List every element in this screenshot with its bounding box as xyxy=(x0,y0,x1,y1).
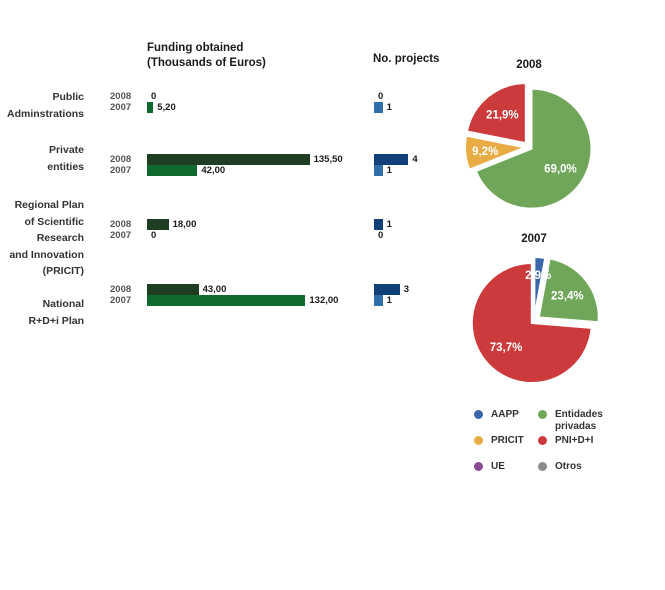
projects-value-label: 1 xyxy=(386,165,392,176)
projects-bar xyxy=(374,219,383,230)
projects-value-label: 3 xyxy=(403,284,410,295)
funding-value-label: 5,20 xyxy=(157,102,176,113)
pie-slice xyxy=(470,262,593,385)
category-label: Public Adminstrations xyxy=(6,91,84,120)
legend-label: UE xyxy=(491,461,505,472)
pie-slice xyxy=(533,256,547,318)
funding-bar xyxy=(147,154,310,165)
funding-value-label: 43,00 xyxy=(202,284,227,295)
year-label: 2008 xyxy=(110,91,132,102)
funding-value-label: 0 xyxy=(151,230,157,241)
funding-bar xyxy=(147,219,169,230)
year-label: 2007 xyxy=(110,230,132,241)
legend-label: AAPP xyxy=(491,409,519,420)
category-label: Regional Plan of Scientific Research and… xyxy=(9,199,84,277)
pie-slice-label: 23,4% xyxy=(551,290,584,302)
year-label: 2008 xyxy=(110,284,132,295)
funding-value-label: 42,00 xyxy=(201,165,226,176)
pie-slice xyxy=(464,134,529,171)
category-label: National R+D+i Plan xyxy=(28,298,84,327)
legend-label: PRICIT xyxy=(491,435,524,446)
legend-swatch xyxy=(538,462,547,471)
projects-bar xyxy=(374,295,383,306)
pie-title-2008: 2008 xyxy=(516,59,542,71)
funding-value-label: 132,00 xyxy=(309,295,339,306)
projects-bar xyxy=(374,154,409,165)
year-label: 2007 xyxy=(110,102,132,113)
legend-label: Otros xyxy=(555,461,582,472)
legend-item: PRICIT xyxy=(474,435,524,447)
legend-item: Entidades privadas xyxy=(538,409,603,433)
pie-slice-label: 73,7% xyxy=(490,342,523,354)
year-label: 2007 xyxy=(110,165,132,176)
legend-label: PNI+D+I xyxy=(555,435,594,446)
legend-item: Otros xyxy=(538,461,582,473)
pie-chart-2008: 69,0% 9,2% 21,9% xyxy=(464,82,593,210)
pie-slice xyxy=(474,87,593,210)
pie-slice xyxy=(537,257,600,324)
pie-slice-label: 69,0% xyxy=(544,163,577,175)
projects-value-label: 4 xyxy=(412,154,418,165)
pie-slice-label: 2,9% xyxy=(525,270,551,282)
funding-bar xyxy=(147,284,199,295)
legend-swatch xyxy=(474,410,483,419)
projects-bar xyxy=(374,284,400,295)
funding-header: Funding obtained (Thousands of Euros) xyxy=(147,42,266,69)
pie-slice-label: 9,2% xyxy=(472,146,498,158)
legend-item: AAPP xyxy=(474,409,519,421)
funding-bar xyxy=(147,102,154,113)
pie-slice-label: 21,9% xyxy=(486,110,519,122)
projects-bar xyxy=(374,165,383,176)
year-label: 2007 xyxy=(110,295,132,306)
funding-value-label: 18,00 xyxy=(172,219,197,230)
year-label: 2008 xyxy=(110,219,132,230)
projects-value-label: 1 xyxy=(386,219,392,230)
projects-value-label: 0 xyxy=(378,230,384,241)
legend-swatch xyxy=(538,436,547,445)
funding-bar xyxy=(147,165,198,176)
pie-title-2007: 2007 xyxy=(521,233,547,245)
projects-value-label: 1 xyxy=(386,295,392,306)
funding-bar xyxy=(147,295,306,306)
pie-chart-2007: 2,9%23,4% 73,7% xyxy=(470,256,600,385)
projects-value-label: 0 xyxy=(378,91,384,102)
projects-bar xyxy=(374,102,383,113)
legend-swatch xyxy=(538,410,547,419)
legend-item: UE xyxy=(474,461,505,473)
legend-swatch xyxy=(474,462,483,471)
legend-label: Entidades privadas xyxy=(555,409,603,432)
funding-value-label: 0 xyxy=(151,91,157,102)
projects-header: No. projects xyxy=(373,53,440,65)
legend-swatch xyxy=(474,436,483,445)
pie-slice xyxy=(465,82,527,145)
category-label: Private entities xyxy=(47,144,84,173)
funding-value-label: 135,50 xyxy=(313,154,343,165)
projects-value-label: 1 xyxy=(386,102,392,113)
legend-item: PNI+D+I xyxy=(538,435,593,447)
year-label: 2008 xyxy=(110,154,132,165)
